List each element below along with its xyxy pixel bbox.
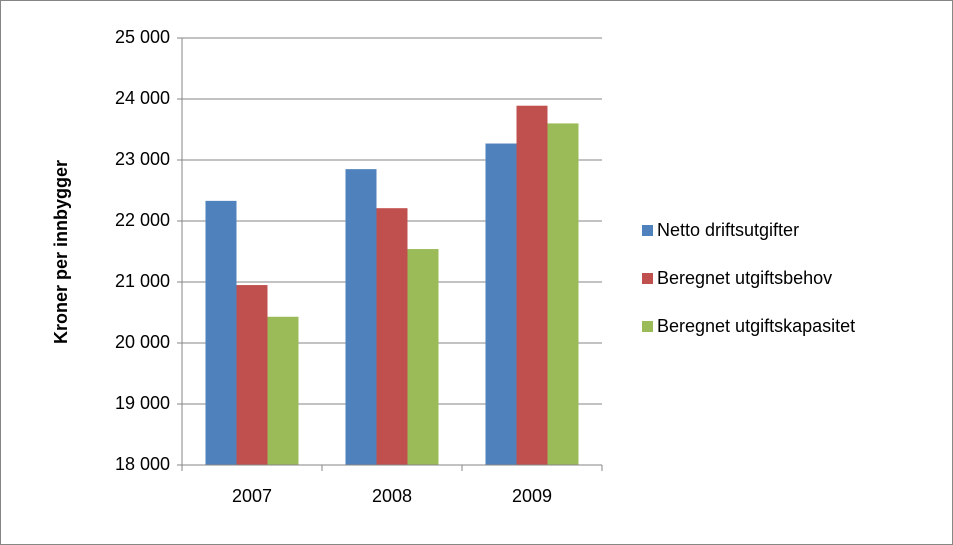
bar xyxy=(516,105,548,466)
bar xyxy=(205,200,237,465)
bar xyxy=(407,249,439,465)
legend-label: Netto driftsutgifter xyxy=(657,220,799,240)
legend-label: Beregnet utgiftskapasitet xyxy=(657,316,855,336)
bar xyxy=(485,143,517,465)
x-tick-label: 2008 xyxy=(372,486,412,506)
bar xyxy=(236,285,268,465)
bar xyxy=(345,169,377,465)
x-tick-label: 2009 xyxy=(512,486,552,506)
y-tick-label: 22 000 xyxy=(115,210,170,230)
legend-swatch xyxy=(642,273,653,284)
y-tick-label: 18 000 xyxy=(115,454,170,474)
legend-swatch xyxy=(642,321,653,332)
x-tick-label: 2007 xyxy=(232,486,272,506)
legend-swatch xyxy=(642,225,653,236)
bar xyxy=(547,123,579,466)
y-tick-label: 23 000 xyxy=(115,149,170,169)
legend-label: Beregnet utgiftsbehov xyxy=(657,268,832,288)
y-tick-label: 25 000 xyxy=(115,27,170,47)
y-tick-label: 19 000 xyxy=(115,393,170,413)
y-tick-label: 20 000 xyxy=(115,332,170,352)
bar xyxy=(267,316,299,465)
y-tick-label: 21 000 xyxy=(115,271,170,291)
y-tick-label: 24 000 xyxy=(115,88,170,108)
bar xyxy=(376,208,408,465)
y-axis-title: Kroner per innbygger xyxy=(51,160,71,344)
